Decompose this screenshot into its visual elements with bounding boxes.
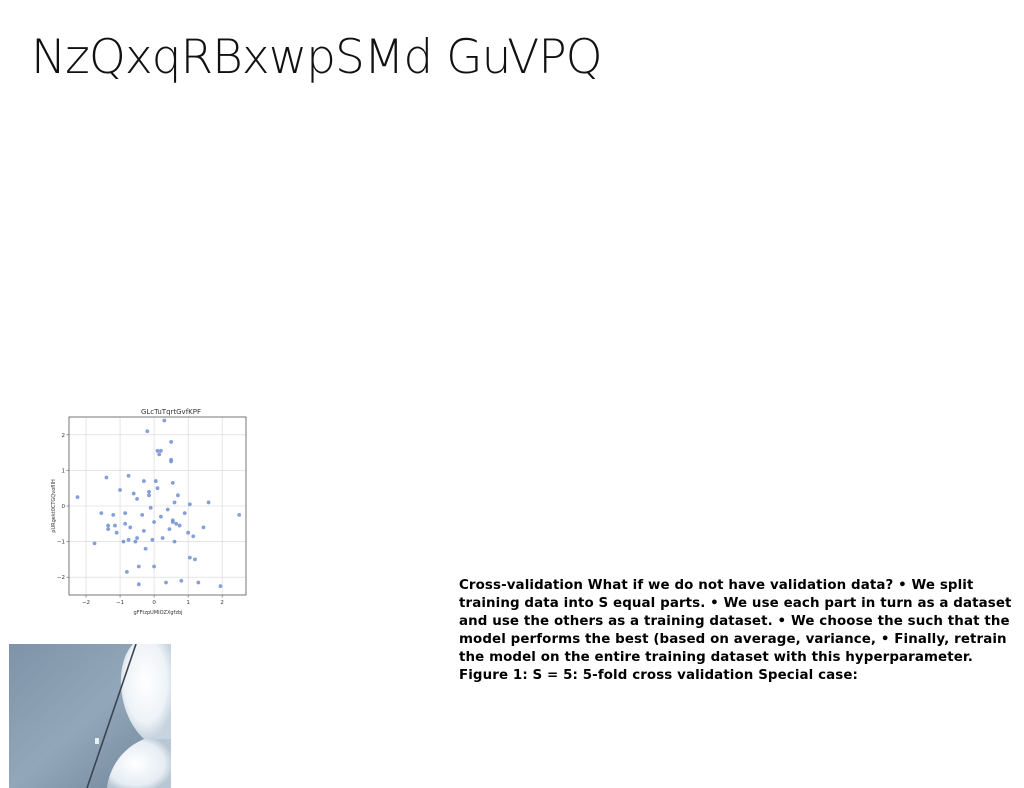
scatter-chart-svg: GLcTuTqrtGvfKPF −2 −1 0 1 2 −2 −1 0 1 2 gFFtzpUMI… — [51, 408, 247, 616]
scatter-point — [135, 496, 139, 501]
scatter-point — [162, 418, 167, 423]
photo-abstract-image — [9, 644, 171, 788]
scatter-point — [172, 539, 177, 544]
scatter-point — [118, 488, 122, 492]
scatter-point — [128, 525, 133, 530]
scatter-point — [150, 537, 155, 542]
chart-title: GLcTuTqrtGvfKPF — [141, 408, 201, 416]
scatter-point — [131, 491, 136, 496]
scatter-point — [176, 493, 180, 498]
scatter-point — [170, 518, 175, 523]
scatter-point — [111, 513, 116, 517]
scatter-point — [179, 578, 184, 583]
scatter-point — [169, 440, 174, 444]
chart-ticks: −2 −1 0 1 2 −2 −1 0 1 2 — [57, 433, 224, 606]
chart-grid — [69, 417, 246, 595]
scatter-point — [164, 580, 168, 585]
scatter-point — [169, 459, 174, 464]
scatter-point — [92, 541, 97, 546]
scatter-point — [114, 530, 119, 535]
y-axis-label: pURgekt0CTGQvofIIH — [51, 479, 57, 533]
scatter-point — [113, 523, 117, 528]
scatter-point — [187, 502, 192, 507]
y-tick-label: 1 — [62, 468, 66, 474]
scatter-point — [124, 569, 129, 574]
scatter-point — [186, 530, 191, 535]
scatter-point — [136, 564, 141, 569]
scatter-point — [126, 473, 131, 478]
scatter-point — [170, 480, 175, 485]
y-tick-label: −2 — [57, 575, 65, 581]
x-tick-label: 1 — [186, 600, 190, 606]
scatter-point — [133, 539, 138, 544]
scatter-point — [206, 500, 211, 505]
slide-body-text: Cross-validation What if we do not have … — [459, 578, 1012, 683]
scatter-point — [145, 429, 150, 434]
scatter-point — [160, 536, 165, 540]
x-tick-label: 0 — [152, 600, 156, 606]
scatter-point — [153, 479, 158, 483]
chart-points — [75, 418, 242, 588]
scatter-point — [147, 489, 151, 494]
scatter-point — [136, 582, 141, 587]
scatter-point — [141, 479, 146, 483]
y-tick-label: −1 — [57, 540, 65, 546]
scatter-point — [143, 546, 148, 551]
scatter-point — [201, 525, 206, 530]
scatter-point — [159, 448, 163, 453]
scatter-point — [237, 513, 242, 517]
scatter-point — [218, 584, 223, 588]
photo-image — [9, 644, 171, 788]
x-axis-label: gFFtzpUMIOZXgfzbj — [133, 610, 182, 616]
scatter-point — [106, 523, 111, 528]
scatter-point — [126, 537, 131, 542]
scatter-point — [159, 514, 163, 519]
scatter-point — [123, 521, 128, 526]
scatter-point — [157, 452, 162, 457]
scatter-point — [140, 513, 145, 517]
scatter-point — [75, 495, 80, 499]
scatter-point — [147, 493, 151, 498]
scatter-point — [135, 536, 139, 540]
scatter-point — [174, 521, 179, 526]
scatter-point — [121, 539, 126, 544]
x-tick-label: −2 — [82, 600, 90, 606]
scatter-point — [104, 475, 109, 480]
scatter-point — [177, 523, 182, 528]
scatter-chart: GLcTuTqrtGvfKPF −2 −1 0 1 2 −2 −1 0 1 2 gFFtzpUMI… — [48, 402, 253, 617]
scatter-point — [191, 534, 196, 539]
scatter-point — [193, 557, 197, 562]
scatter-point — [148, 505, 153, 510]
scatter-point — [196, 580, 201, 585]
scatter-point — [155, 448, 160, 453]
scatter-point — [123, 511, 128, 516]
scatter-point — [165, 507, 170, 512]
scatter-point — [152, 564, 156, 569]
scatter-point — [155, 486, 160, 491]
scatter-point — [99, 511, 104, 516]
scatter-point — [182, 511, 187, 516]
slide-title: NzQxqRBxwpSMd GuVPQ — [31, 30, 603, 85]
y-tick-label: 0 — [62, 504, 66, 510]
scatter-point — [172, 500, 177, 505]
y-tick-label: 2 — [62, 433, 66, 439]
scatter-point — [187, 555, 192, 560]
scatter-point — [106, 527, 111, 532]
scatter-point — [167, 527, 172, 532]
x-tick-label: 2 — [220, 600, 224, 606]
scatter-point — [152, 520, 156, 524]
x-tick-label: −1 — [116, 600, 124, 606]
scatter-point — [141, 529, 146, 533]
